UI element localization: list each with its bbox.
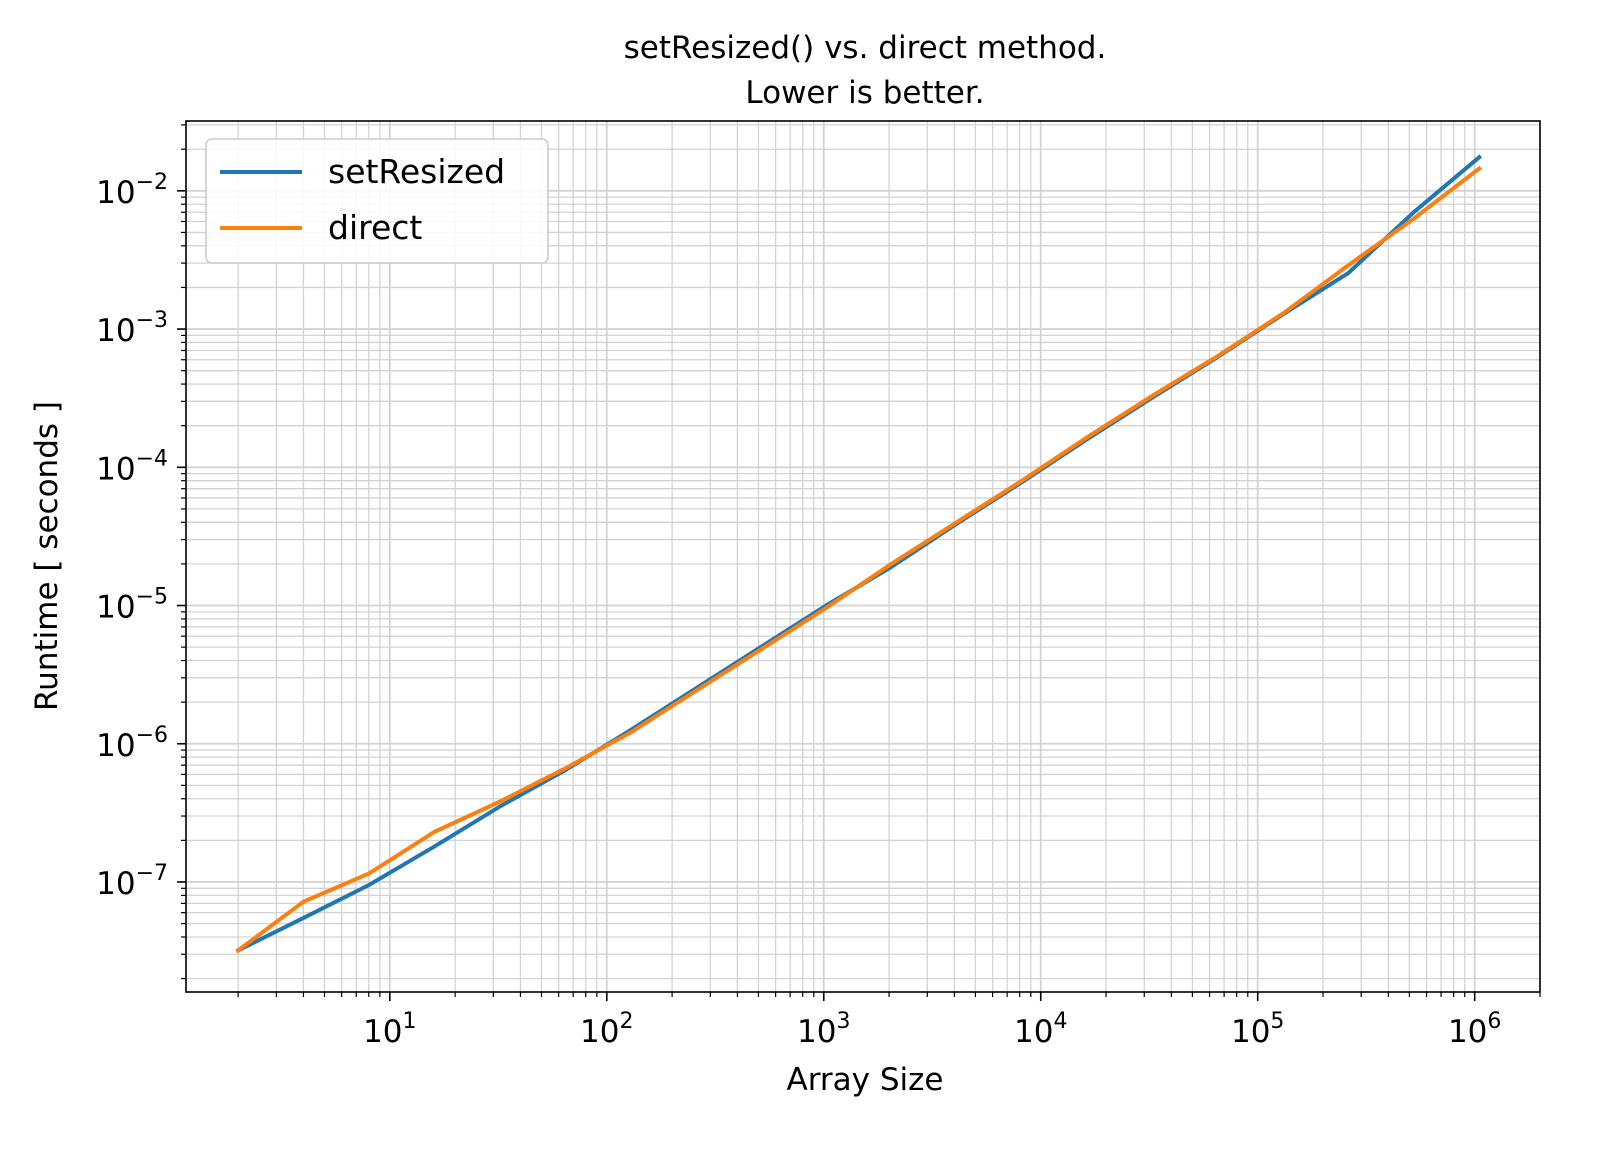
plot-frame — [185, 120, 1541, 993]
grid-lines — [186, 121, 1541, 992]
y-tick-label: 10−6 — [96, 723, 168, 764]
y-tick-label: 10−7 — [96, 861, 168, 902]
y-tick-label: 10−2 — [96, 170, 168, 211]
y-tick-label: 10−5 — [96, 585, 168, 626]
x-tick-label: 102 — [580, 1009, 633, 1050]
x-tick-labels: 101 102 103 104 105 106 — [363, 1009, 1501, 1050]
x-tick-label: 103 — [797, 1009, 850, 1050]
axis-ticks — [177, 124, 1541, 1001]
legend-label-setresized: setResized — [328, 152, 505, 191]
series-layer — [235, 154, 1483, 954]
x-tick-label: 104 — [1014, 1009, 1067, 1050]
y-tick-labels: 10−7 10−6 10−5 10−4 10−3 10−2 — [96, 170, 168, 902]
x-tick-label: 101 — [363, 1009, 416, 1050]
legend: setResized direct — [205, 138, 549, 264]
y-tick-label: 10−4 — [96, 446, 168, 487]
y-tick-label: 10−3 — [96, 308, 168, 349]
x-tick-label: 106 — [1448, 1009, 1501, 1050]
y-axis-label: Runtime [ seconds ] — [29, 401, 65, 711]
chart-title-line-1: setResized() vs. direct method. — [624, 30, 1107, 66]
chart-title-line-2: Lower is better. — [745, 75, 984, 111]
x-tick-label: 105 — [1231, 1009, 1284, 1050]
legend-label-direct: direct — [328, 208, 422, 247]
x-axis-label: Array Size — [787, 1062, 944, 1098]
series-line-direct — [235, 165, 1483, 954]
